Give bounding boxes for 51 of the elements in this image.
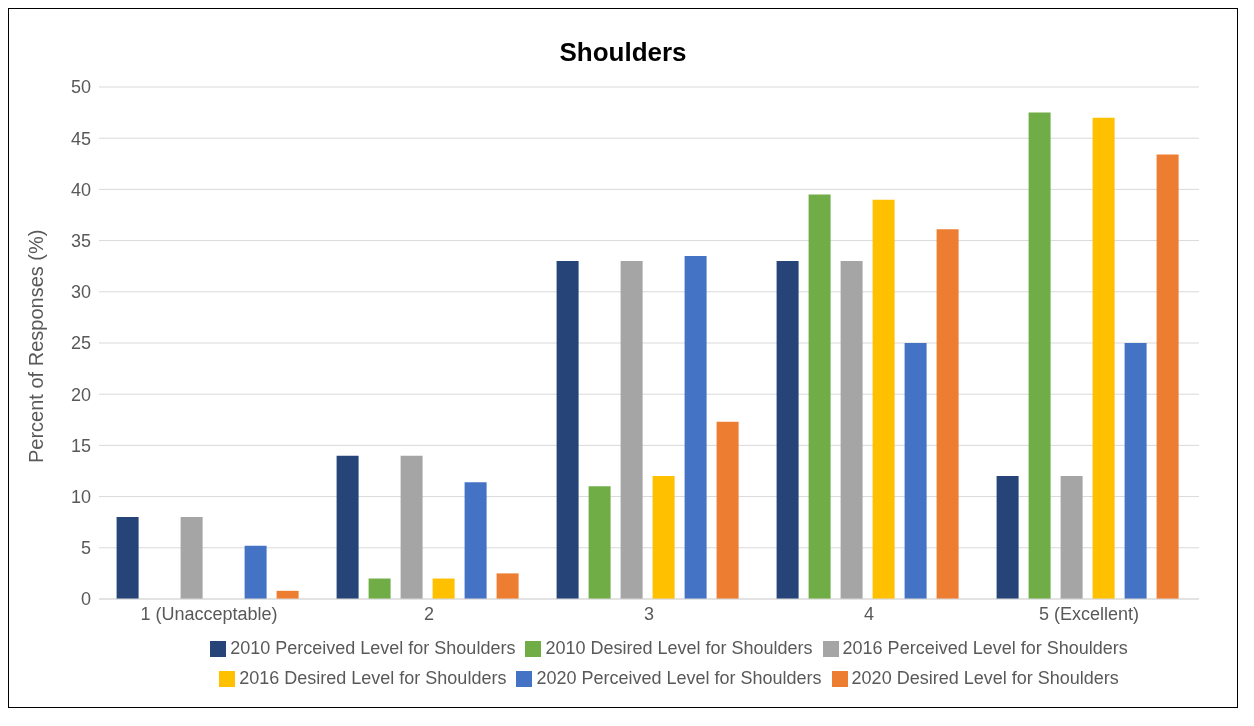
bar <box>872 199 895 599</box>
legend-label: 2016 Desired Level for Shoulders <box>239 668 507 688</box>
bar <box>652 476 675 599</box>
bar <box>684 255 707 599</box>
bar <box>808 194 831 599</box>
legend-label: 2020 Perceived Level for Shoulders <box>536 668 822 688</box>
legend-label: 2010 Desired Level for Shoulders <box>545 638 813 658</box>
y-tick-label: 40 <box>70 179 91 200</box>
bar <box>368 578 391 599</box>
bar <box>1060 476 1083 599</box>
x-tick-label: 3 <box>643 603 655 624</box>
bar <box>180 517 203 599</box>
bar <box>620 261 643 599</box>
bar <box>936 229 959 599</box>
bar <box>496 573 519 599</box>
x-tick-label: 1 (Unacceptable) <box>140 603 278 624</box>
y-tick-label: 35 <box>70 230 91 251</box>
bar <box>1028 112 1051 599</box>
chart-title: Shoulders <box>558 36 688 69</box>
y-tick-label: 25 <box>70 333 91 354</box>
legend-label: 2016 Perceived Level for Shoulders <box>842 638 1128 658</box>
x-tick-label: 5 (Excellent) <box>1038 603 1140 624</box>
bar <box>1156 154 1179 599</box>
y-tick-label: 0 <box>80 589 91 610</box>
bar <box>400 455 423 599</box>
y-tick-label: 5 <box>80 538 91 559</box>
bar <box>716 421 739 599</box>
bar <box>1124 343 1147 599</box>
bar <box>840 261 863 599</box>
bar <box>336 455 359 599</box>
legend-label: 2010 Perceived Level for Shoulders <box>230 638 516 658</box>
y-axis-title: Percent of Responses (%) <box>25 229 48 463</box>
y-tick-label: 10 <box>70 486 91 507</box>
bar <box>464 482 487 599</box>
bar <box>432 578 455 599</box>
legend-label: 2020 Desired Level for Shoulders <box>851 668 1119 688</box>
y-tick-label: 30 <box>70 282 91 303</box>
bar <box>116 517 139 599</box>
x-tick-label: 2 <box>423 603 435 624</box>
y-tick-label: 45 <box>70 128 91 149</box>
bar <box>996 476 1019 599</box>
bar <box>904 343 927 599</box>
y-tick-label: 20 <box>70 384 91 405</box>
bar <box>556 261 579 599</box>
x-tick-label: 4 <box>863 603 875 624</box>
bar <box>588 486 611 599</box>
bar <box>244 545 267 599</box>
bar <box>1092 117 1115 599</box>
bar <box>776 261 799 599</box>
y-tick-label: 15 <box>70 435 91 456</box>
y-tick-label: 50 <box>70 77 91 98</box>
